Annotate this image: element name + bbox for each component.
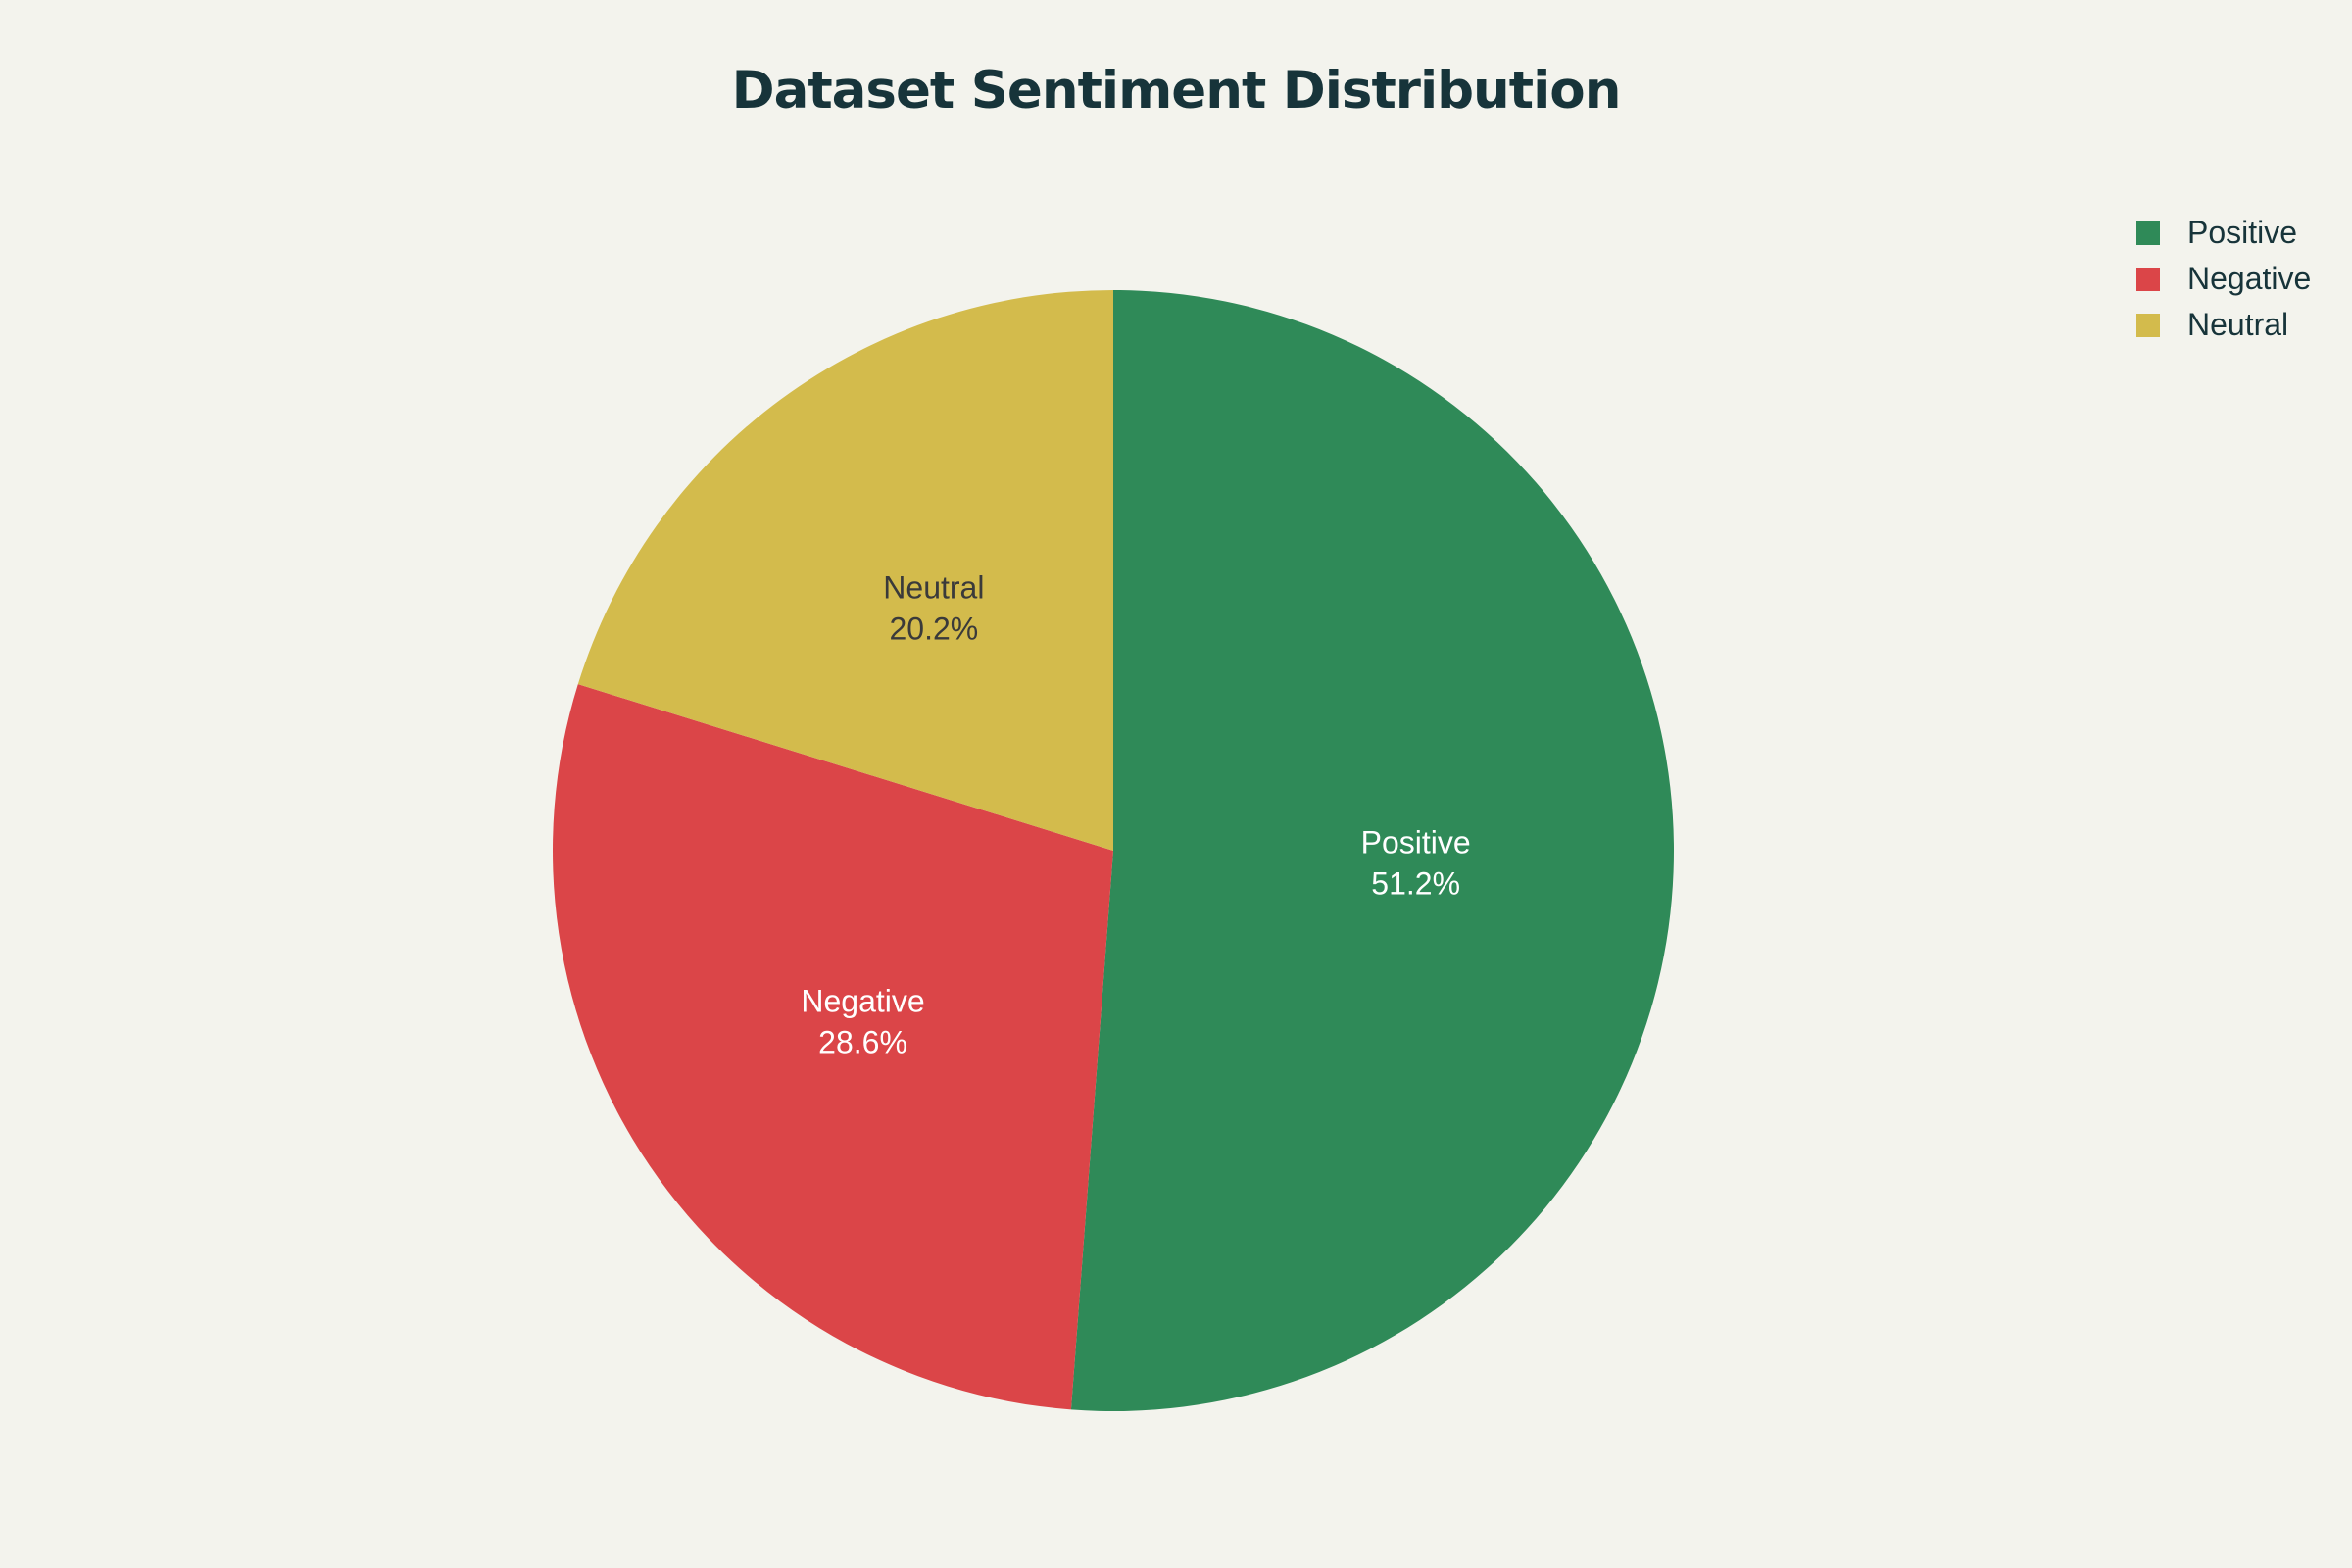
legend-swatch [2136, 267, 2160, 291]
legend-label: Negative [2187, 261, 2312, 296]
legend: Positive Negative Neutral [2136, 210, 2332, 348]
legend-item-positive[interactable]: Positive [2136, 210, 2332, 256]
pie-slices [552, 290, 1675, 1411]
slice-label-negative: Negative 28.6% [801, 984, 924, 1060]
chart-title: Dataset Sentiment Distribution [731, 61, 1622, 121]
legend-swatch [2136, 313, 2160, 337]
slice-category-label: Neutral [883, 569, 984, 605]
legend-item-negative[interactable]: Negative [2136, 256, 2332, 302]
slice-label-neutral: Neutral 20.2% [883, 569, 984, 646]
pie-labels: Positive 51.2% Negative 28.6% Neutral 20.2% [801, 569, 1470, 1059]
slice-label-positive: Positive 51.2% [1361, 825, 1471, 902]
slice-category-label: Positive [1361, 825, 1471, 860]
slice-category-label: Negative [801, 984, 924, 1019]
legend-label: Neutral [2187, 307, 2289, 342]
slice-percent-label: 28.6% [818, 1025, 907, 1060]
pie-slice-negative [552, 684, 1113, 1410]
legend-item-neutral[interactable]: Neutral [2136, 302, 2332, 348]
legend-label: Positive [2187, 215, 2298, 250]
pie-slice-neutral [577, 290, 1113, 851]
legend-swatch [2136, 220, 2160, 245]
pie-slice-positive [1070, 290, 1675, 1411]
slice-percent-label: 20.2% [890, 611, 979, 646]
slice-percent-label: 51.2% [1371, 866, 1460, 902]
